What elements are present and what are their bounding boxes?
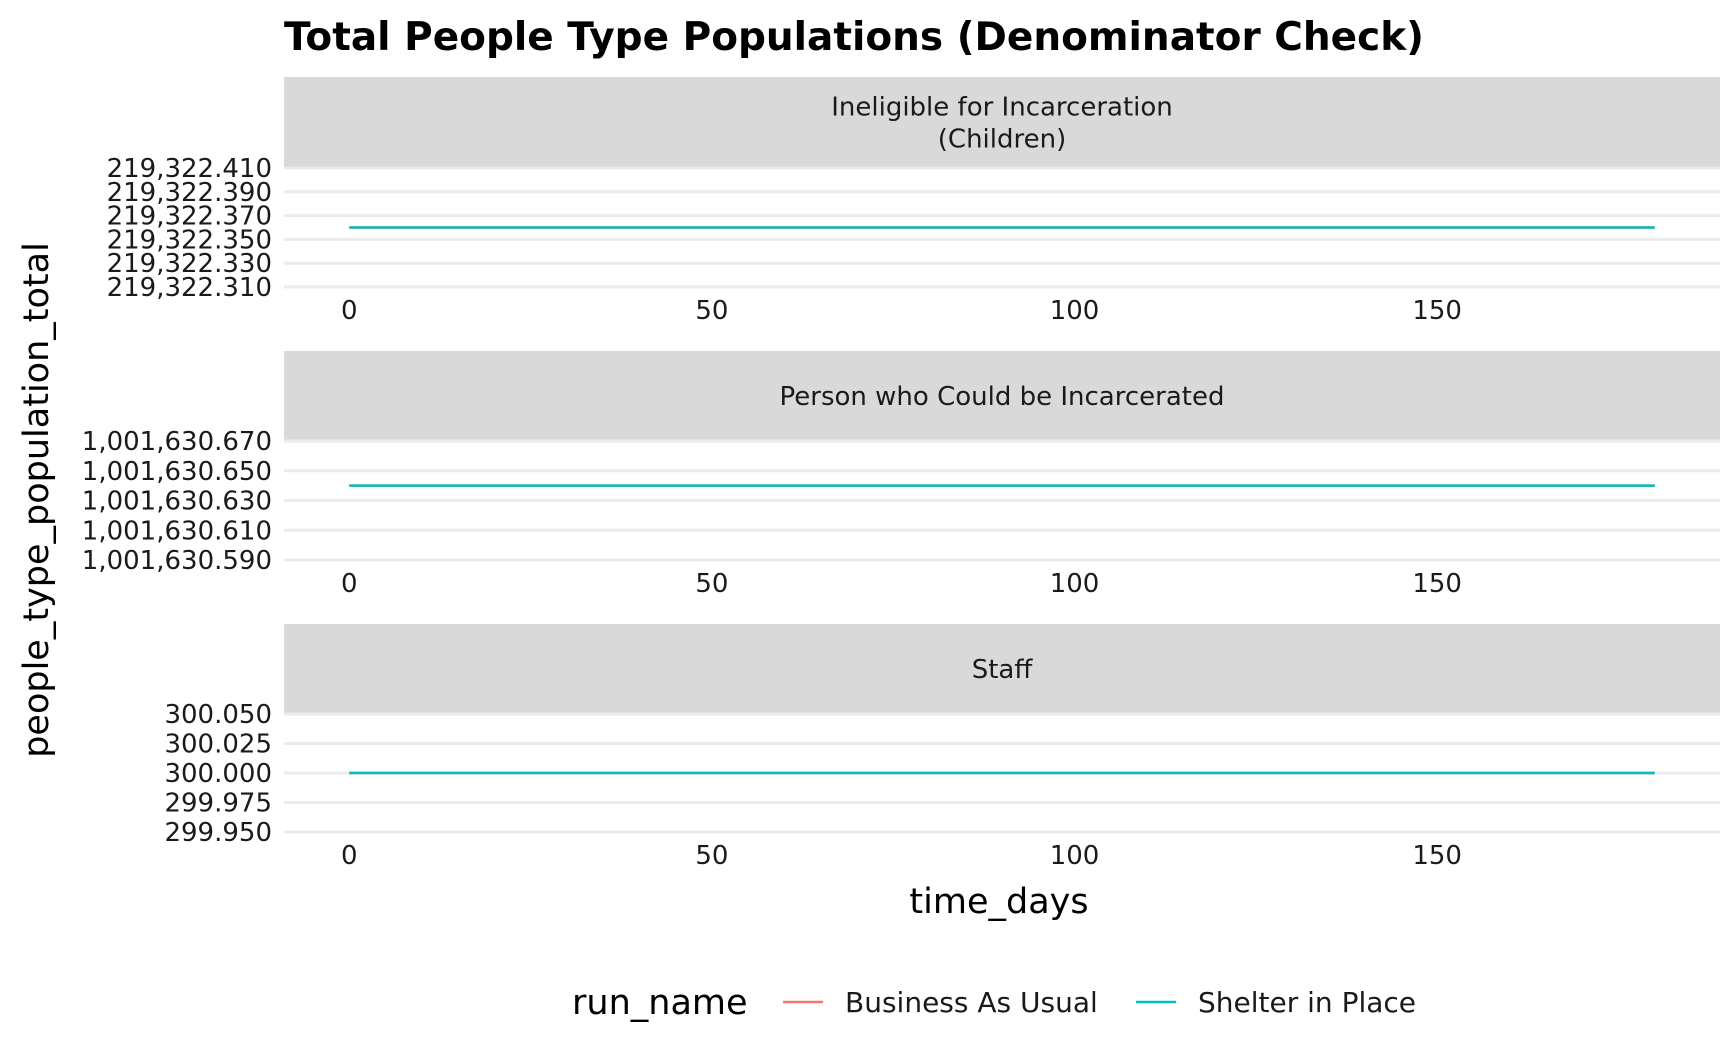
x-axis-title: time_days <box>909 882 1088 922</box>
x-tick-label: 50 <box>695 296 728 326</box>
x-tick-label: 100 <box>1050 841 1100 871</box>
x-tick-label: 150 <box>1412 841 1462 871</box>
y-tick-label: 219,322.370 <box>107 202 272 232</box>
legend-label: Business As Usual <box>845 986 1098 1019</box>
facet-strip <box>284 624 1720 714</box>
facet-strip-label: (Children) <box>938 125 1066 155</box>
y-tick-label: 299.950 <box>164 818 272 848</box>
y-tick-label: 219,322.350 <box>107 225 272 255</box>
x-tick-label: 50 <box>695 569 728 599</box>
legend-label: Shelter in Place <box>1198 986 1416 1019</box>
x-tick-label: 0 <box>341 841 358 871</box>
y-tick-label: 300.000 <box>164 759 272 789</box>
x-tick-label: 100 <box>1050 569 1100 599</box>
legend-title: run_name <box>572 983 748 1023</box>
y-tick-label: 299.975 <box>164 789 272 819</box>
x-tick-label: 0 <box>341 296 358 326</box>
y-tick-label: 219,322.410 <box>107 154 272 184</box>
y-tick-label: 1,001,630.670 <box>82 427 272 457</box>
facet-strip-label: Staff <box>972 655 1034 685</box>
y-tick-label: 1,001,630.610 <box>82 516 272 546</box>
facet-strip <box>284 351 1720 441</box>
x-tick-label: 100 <box>1050 296 1100 326</box>
y-tick-label: 300.050 <box>164 700 272 730</box>
facet-strip <box>284 77 1720 168</box>
x-tick-label: 50 <box>695 841 728 871</box>
y-tick-label: 219,322.330 <box>107 249 272 279</box>
x-tick-label: 0 <box>341 569 358 599</box>
y-tick-label: 219,322.390 <box>107 178 272 208</box>
legend: run_name Business As Usual Shelter in Pla… <box>572 983 1416 1023</box>
facet-panel: Staff 299.950299.975300.000300.025300.050… <box>164 624 1720 871</box>
facet-strip-label: Ineligible for Incarceration <box>831 93 1173 123</box>
facet-panel: Person who Could be Incarcerated 1,001,63… <box>82 351 1720 599</box>
y-tick-label: 219,322.310 <box>107 273 272 303</box>
x-tick-label: 150 <box>1412 569 1462 599</box>
facet-panels: Ineligible for Incarceration(Children) 21… <box>82 77 1720 871</box>
facet-strip-label: Person who Could be Incarcerated <box>780 382 1225 412</box>
chart-title: Total People Type Populations (Denominat… <box>284 15 1424 60</box>
y-axis-title: people_type_population_total <box>17 242 57 758</box>
y-tick-label: 1,001,630.630 <box>82 487 272 517</box>
facet-panel: Ineligible for Incarceration(Children) 21… <box>107 77 1720 326</box>
y-tick-label: 1,001,630.590 <box>82 546 272 576</box>
y-tick-label: 300.025 <box>164 730 272 760</box>
y-tick-label: 1,001,630.650 <box>82 457 272 487</box>
x-tick-label: 150 <box>1412 296 1462 326</box>
